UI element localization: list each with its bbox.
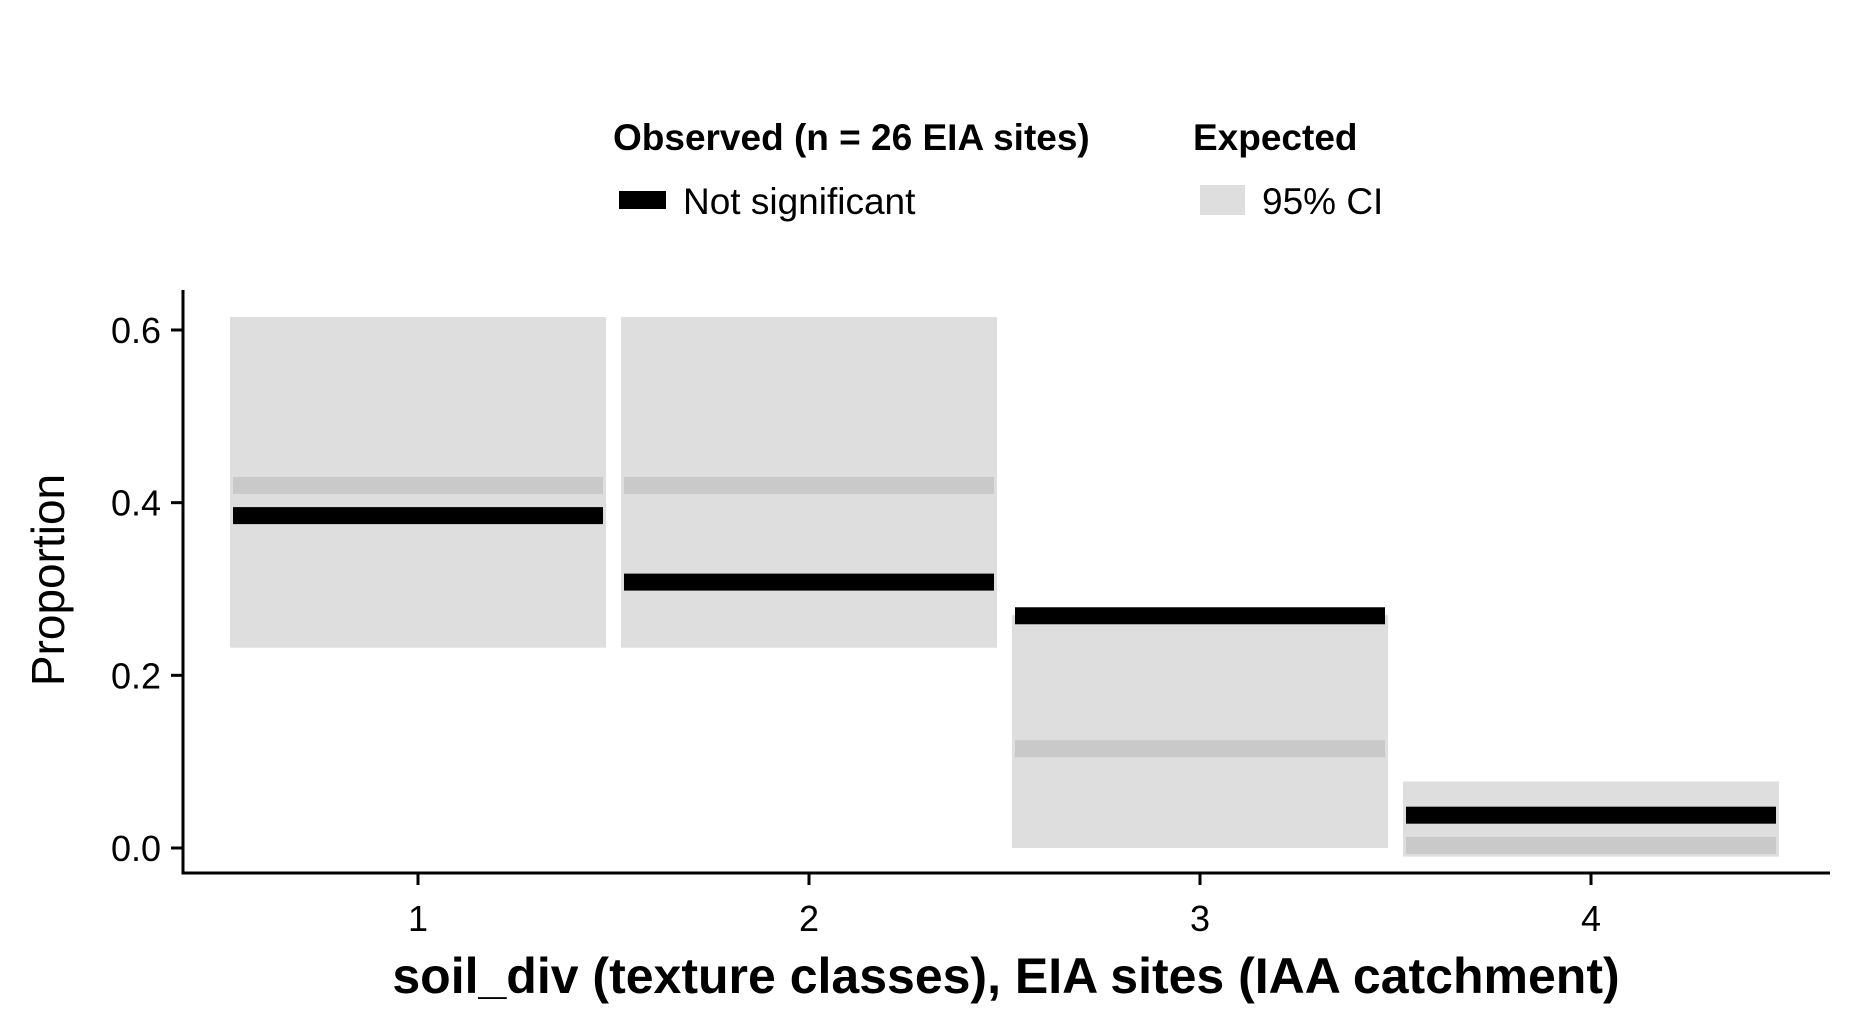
y-axis-title: Proportion [22,474,74,686]
legend-expected-key [1200,185,1245,215]
y-tick-label-3: 0.6 [111,310,161,351]
y-tick-label-1: 0.2 [111,655,161,696]
plot-marks [230,317,1779,857]
x-tick-label-3: 3 [1190,898,1210,939]
observed-line-4 [1406,806,1776,824]
observed-line-1 [233,507,603,525]
y-tick-label-2: 0.4 [111,483,161,524]
legend-expected-label: 95% CI [1262,181,1383,222]
expected-line-2 [624,476,994,494]
observed-line-2 [624,573,994,591]
observed-line-3 [1015,607,1385,625]
expected-line-4 [1406,836,1776,854]
expected-line-1 [233,476,603,494]
legend-observed-title: Observed (n = 26 EIA sites) [613,117,1090,158]
expected-line-3 [1015,740,1385,758]
legend-expected-title: Expected [1193,117,1358,158]
legend-observed-key [619,191,666,209]
ci-band-3 [1012,614,1388,848]
x-axis-title: soil_div (texture classes), EIA sites (I… [392,948,1619,1004]
axes: 0.0 0.2 0.4 0.6 1 2 3 4 [111,290,1830,939]
x-tick-label-2: 2 [799,898,819,939]
x-tick-label-4: 4 [1581,898,1601,939]
legend-observed-label: Not significant [683,181,916,222]
legend: Observed (n = 26 EIA sites) Not signific… [613,117,1383,222]
y-tick-label-0: 0.0 [111,828,161,869]
x-tick-label-1: 1 [408,898,428,939]
